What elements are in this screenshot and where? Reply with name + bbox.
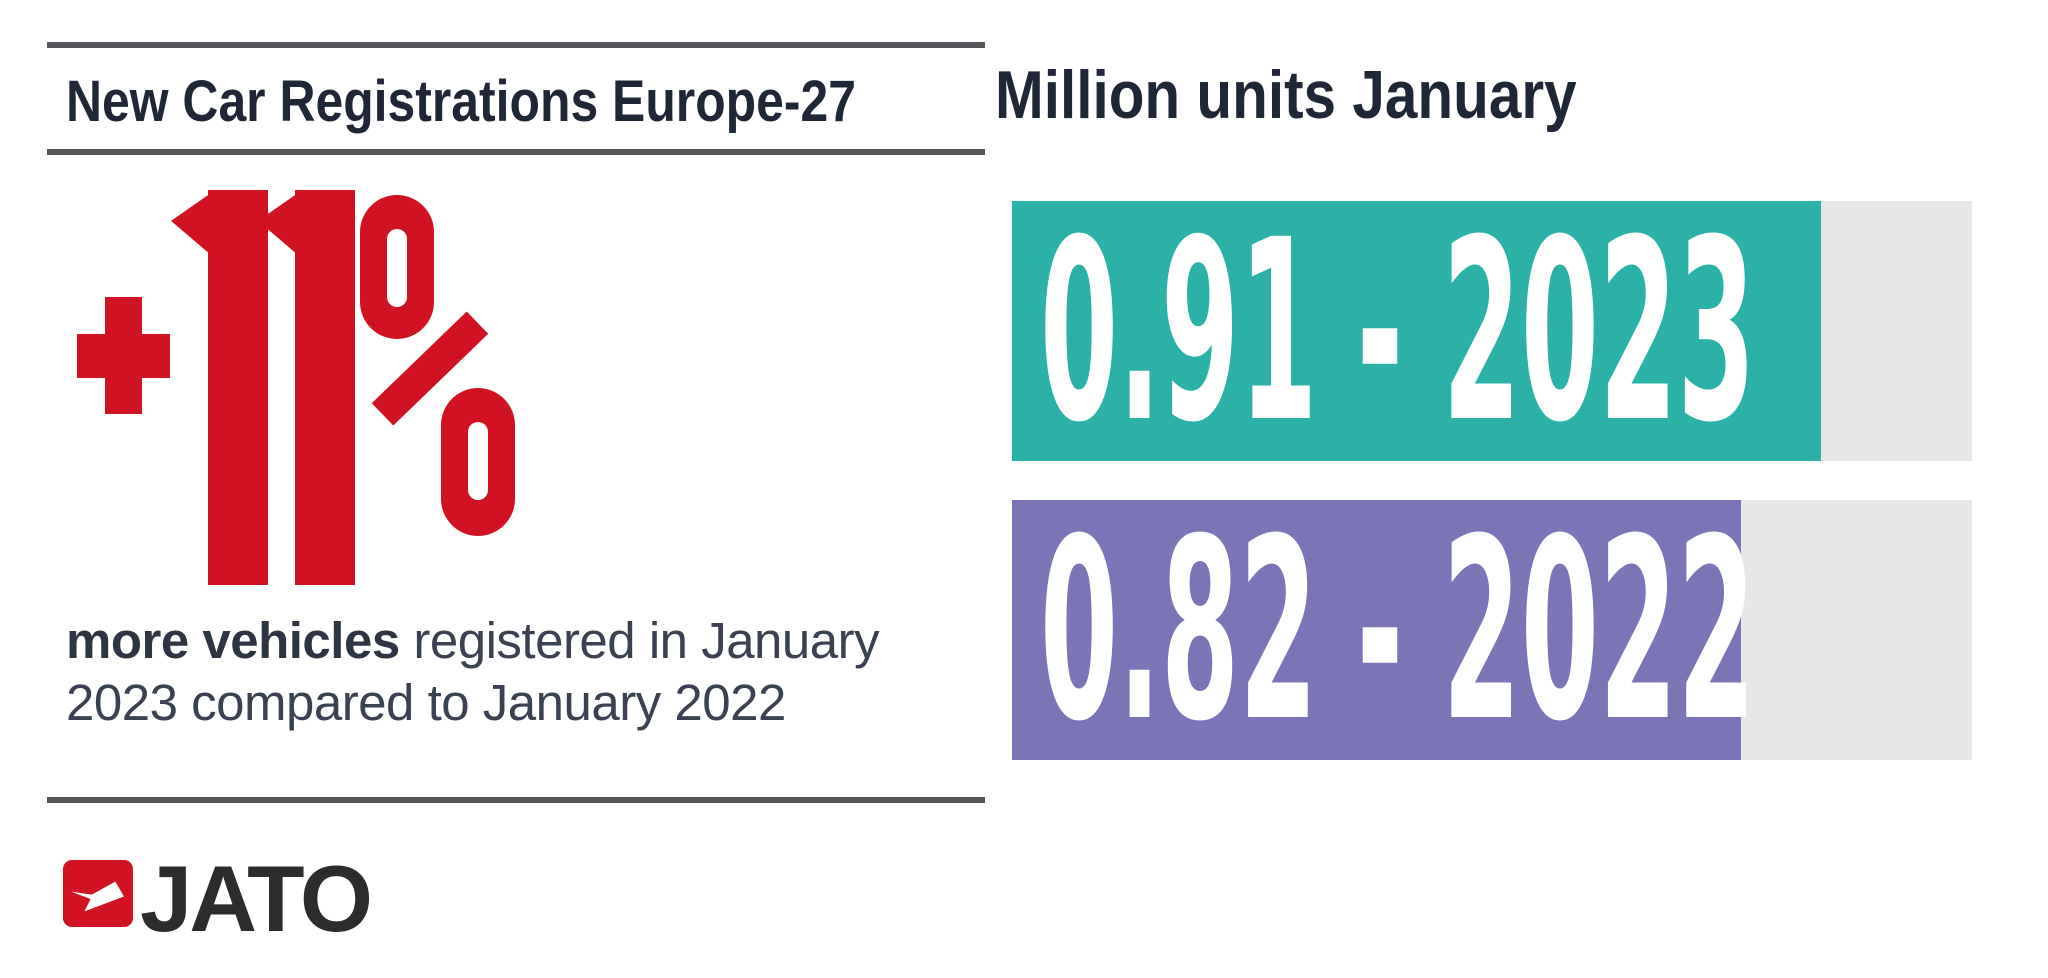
plus-sign-horizontal (77, 334, 170, 378)
description-text: more vehicles registered in January 2023… (66, 610, 906, 734)
divider-bottom (47, 797, 985, 803)
divider-under-title (47, 149, 985, 155)
percent-bottom-circle-slot (468, 422, 488, 500)
digit-one (295, 190, 355, 585)
digit-one (208, 190, 268, 585)
bar-value-label-2023: 0.91 - 2023 (1039, 185, 1756, 477)
divider-top (47, 42, 985, 48)
bar-row-2022: 0.82 - 2022 (1012, 485, 1972, 776)
description-bold: more vehicles (66, 612, 400, 669)
bar-chart: 0.91 - 2023 0.82 - 2022 (1012, 186, 1972, 776)
bar-fill-2023: 0.91 - 2023 (1012, 186, 1822, 477)
bar-fill-2022: 0.82 - 2022 (1012, 485, 1756, 776)
bar-row-2023: 0.91 - 2023 (1012, 186, 1972, 477)
jato-arrow-icon (63, 860, 133, 927)
percent-top-circle (360, 195, 434, 339)
chart-title: Million units January (995, 57, 1577, 133)
percent-top-circle-slot (387, 229, 407, 307)
digit-one-flag (171, 193, 211, 255)
percent-bottom-circle (441, 388, 515, 536)
bar-value-label-2022: 0.82 - 2022 (1039, 484, 1756, 776)
percent-change-graphic (75, 185, 535, 595)
jato-logo-text: JATO (140, 846, 373, 951)
page-title: New Car Registrations Europe-27 (66, 69, 856, 134)
description-rest: registered in January 2023 compared to J… (66, 612, 880, 731)
